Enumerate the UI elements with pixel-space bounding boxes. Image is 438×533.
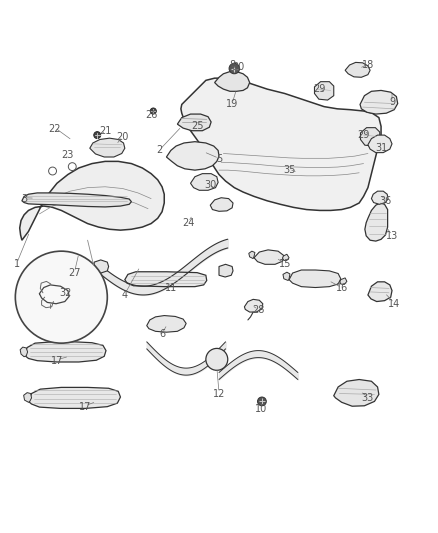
Polygon shape [283, 254, 289, 260]
Polygon shape [24, 342, 106, 362]
Text: 10: 10 [254, 404, 267, 414]
Circle shape [94, 132, 101, 139]
Text: 31: 31 [375, 143, 387, 154]
Polygon shape [371, 191, 388, 204]
Polygon shape [289, 270, 341, 287]
Polygon shape [244, 300, 263, 312]
Text: 27: 27 [68, 268, 81, 278]
Text: 18: 18 [362, 60, 374, 70]
Polygon shape [215, 71, 250, 91]
Text: 30: 30 [204, 181, 216, 190]
Polygon shape [125, 272, 207, 287]
Text: 16: 16 [336, 284, 348, 293]
Text: 12: 12 [213, 389, 225, 399]
Polygon shape [368, 135, 392, 152]
Text: 33: 33 [362, 393, 374, 403]
Text: 20: 20 [117, 132, 129, 142]
Circle shape [15, 251, 107, 343]
Polygon shape [365, 203, 388, 241]
Text: 35: 35 [283, 165, 295, 175]
Text: 4: 4 [122, 290, 128, 300]
Text: 29: 29 [357, 130, 370, 140]
Polygon shape [90, 138, 125, 157]
Text: 14: 14 [388, 298, 400, 309]
Polygon shape [22, 193, 131, 207]
Polygon shape [334, 379, 379, 406]
Text: 26: 26 [145, 110, 157, 120]
Polygon shape [340, 278, 347, 285]
Text: 5: 5 [216, 154, 222, 164]
Text: 13: 13 [386, 231, 398, 241]
Polygon shape [177, 114, 211, 131]
Circle shape [150, 108, 156, 114]
Text: 29: 29 [314, 84, 326, 94]
Polygon shape [360, 128, 380, 146]
Text: 30: 30 [233, 62, 245, 72]
Polygon shape [360, 91, 398, 114]
Text: 8: 8 [229, 60, 235, 70]
Polygon shape [219, 264, 233, 277]
Polygon shape [210, 198, 233, 211]
Text: 2: 2 [157, 146, 163, 156]
Text: 24: 24 [182, 217, 194, 228]
Text: 22: 22 [49, 124, 61, 134]
Polygon shape [191, 174, 218, 190]
Polygon shape [94, 260, 109, 273]
Polygon shape [249, 251, 255, 259]
Text: 15: 15 [279, 260, 291, 269]
Polygon shape [24, 393, 32, 402]
Text: 32: 32 [60, 288, 72, 298]
Text: 21: 21 [99, 126, 111, 136]
Text: 9: 9 [389, 97, 395, 107]
Circle shape [229, 63, 240, 74]
Text: 6: 6 [159, 329, 165, 340]
Polygon shape [368, 282, 392, 302]
Polygon shape [345, 62, 370, 77]
Polygon shape [20, 161, 164, 240]
Polygon shape [147, 316, 186, 332]
Polygon shape [254, 250, 284, 264]
Polygon shape [283, 272, 290, 280]
Text: 25: 25 [192, 122, 204, 131]
Text: 3: 3 [21, 193, 27, 204]
Text: 1: 1 [14, 260, 20, 269]
Text: 17: 17 [79, 402, 92, 411]
Polygon shape [28, 387, 120, 408]
Circle shape [258, 397, 266, 406]
Polygon shape [314, 82, 334, 100]
Text: 23: 23 [62, 150, 74, 160]
Text: 36: 36 [379, 196, 392, 206]
Text: 28: 28 [252, 305, 265, 316]
Polygon shape [20, 347, 28, 357]
Circle shape [206, 349, 228, 370]
Polygon shape [181, 78, 381, 211]
Polygon shape [166, 142, 219, 170]
Text: 17: 17 [51, 356, 63, 366]
Text: 11: 11 [165, 284, 177, 293]
Text: 19: 19 [226, 100, 238, 109]
